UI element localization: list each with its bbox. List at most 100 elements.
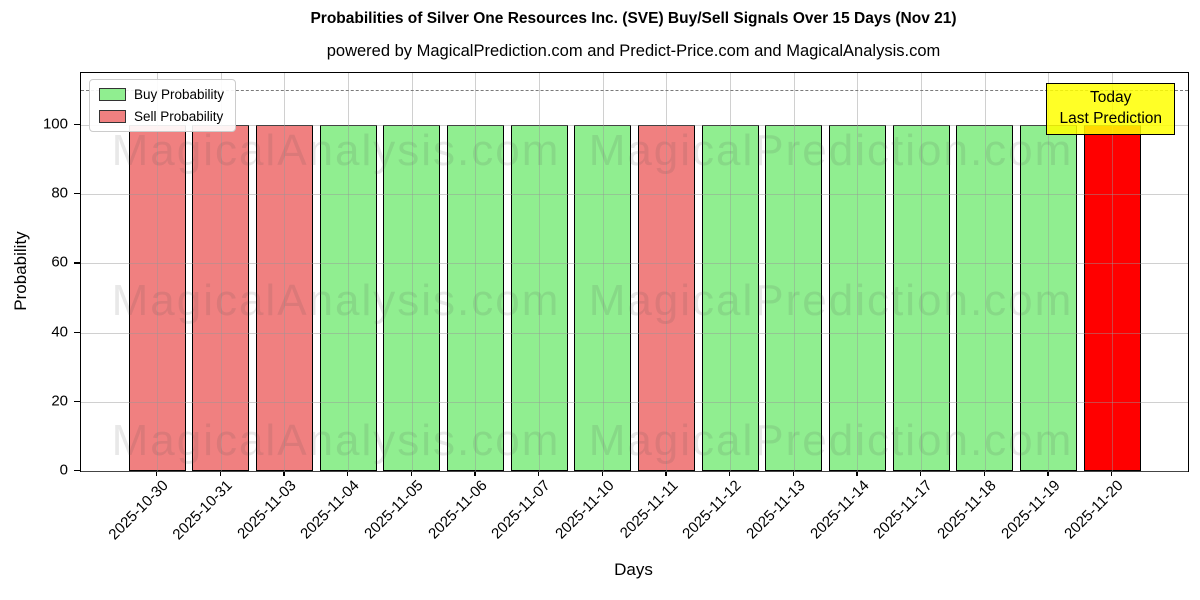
y-axis-label: Probability <box>11 231 30 311</box>
gridline-v <box>1048 73 1050 471</box>
x-tick-mark <box>920 471 922 476</box>
buy-swatch-icon <box>99 88 126 101</box>
bar <box>446 124 504 471</box>
gridline-h <box>81 332 1188 334</box>
x-tick-label: 2025-11-17 <box>870 477 937 543</box>
bar <box>892 124 950 471</box>
bar <box>765 124 823 471</box>
gridline-v <box>984 73 986 471</box>
bar <box>1019 124 1077 471</box>
x-tick-mark <box>983 471 985 476</box>
x-tick-label: 2025-11-05 <box>361 477 427 543</box>
gridline-v <box>539 73 540 471</box>
y-tick-label: 60 <box>51 253 68 271</box>
x-tick-mark <box>219 471 221 476</box>
x-tick-label: 2025-11-06 <box>424 477 491 543</box>
gridline-v <box>730 73 731 471</box>
x-tick-mark <box>347 471 349 476</box>
x-tick-mark <box>856 471 858 476</box>
y-tick-label: 20 <box>51 392 68 410</box>
bar <box>255 124 313 471</box>
x-tick-label: 2025-11-20 <box>1061 477 1128 543</box>
y-tick-mark <box>73 262 80 264</box>
gridline-v <box>157 73 158 471</box>
x-tick-mark <box>792 471 794 476</box>
x-tick-mark <box>1111 471 1113 476</box>
today-annotation-line2: Last Prediction <box>1059 109 1162 127</box>
gridline-h <box>81 471 1188 472</box>
watermark-layer: MagicalAnalysis.com MagicalPrediction.com… <box>81 73 1188 471</box>
y-tick-label: 40 <box>51 323 68 341</box>
bar <box>383 124 441 471</box>
watermark-text: MagicalAnalysis.com <box>111 276 561 325</box>
gridline-v <box>411 73 413 471</box>
x-tick-mark <box>283 471 285 476</box>
gridline-h <box>81 263 1188 265</box>
watermark-text: MagicalPrediction.com <box>588 416 1074 465</box>
x-tick-label: 2025-11-03 <box>233 477 300 543</box>
x-tick-mark <box>601 471 603 476</box>
x-tick-mark <box>410 471 412 476</box>
chart-subtitle: powered by MagicalPrediction.com and Pre… <box>326 42 941 60</box>
x-tick-label: 2025-11-10 <box>552 477 618 543</box>
bar <box>637 124 695 471</box>
watermark-text: MagicalPrediction.com <box>588 126 1074 175</box>
watermark-text: MagicalAnalysis.com <box>111 126 561 175</box>
x-tick-label: 2025-11-11 <box>616 477 682 542</box>
gridline-h <box>81 124 1188 126</box>
y-tick-label: 80 <box>51 184 68 202</box>
gridline-v <box>602 73 604 471</box>
today-annotation-line1: Today <box>1090 89 1132 106</box>
x-tick-label: 2025-10-31 <box>169 477 236 544</box>
gridline-h <box>81 194 1188 196</box>
gridline-v <box>857 73 859 471</box>
x-tick-mark <box>156 471 158 476</box>
watermark-text: MagicalAnalysis.com <box>111 416 561 465</box>
bars-layer <box>81 73 1188 471</box>
gridline-h <box>81 401 1188 403</box>
gridline-v <box>220 73 222 471</box>
grid-layer <box>81 73 1188 472</box>
bar <box>510 124 568 471</box>
y-tick-mark <box>73 331 80 333</box>
legend-item-sell: Sell Probability <box>99 109 224 124</box>
y-tick-mark <box>73 193 80 195</box>
x-tick-label: 2025-11-07 <box>488 477 555 543</box>
gridline-v <box>793 73 795 471</box>
sell-swatch-icon <box>99 110 126 123</box>
legend: Buy Probability Sell Probability <box>89 79 237 132</box>
x-tick-mark <box>665 471 667 476</box>
gridline-v <box>666 73 668 471</box>
bar <box>828 124 886 471</box>
bar <box>128 124 186 471</box>
x-tick-label: 2025-11-04 <box>297 477 364 543</box>
x-tick-mark <box>474 471 476 476</box>
watermark-text: MagicalPrediction.com <box>588 276 1074 325</box>
bar <box>574 124 632 471</box>
y-tick-mark <box>73 400 80 403</box>
bar <box>956 124 1014 471</box>
bar <box>319 124 377 471</box>
x-tick-mark <box>538 471 540 476</box>
y-tick-mark <box>73 470 80 472</box>
x-tick-label: 2025-11-12 <box>679 477 746 543</box>
x-axis-label: Days <box>614 560 653 579</box>
legend-label-buy: Buy Probability <box>134 87 225 102</box>
x-tick-label: 2025-11-18 <box>934 477 1000 543</box>
gridline-v <box>284 73 286 471</box>
y-tick-mark <box>73 123 80 126</box>
legend-item-buy: Buy Probability <box>99 87 224 102</box>
x-tick-label: 2025-10-30 <box>105 477 173 544</box>
threshold-line <box>81 90 1188 92</box>
gridline-v <box>1112 73 1113 471</box>
bar <box>192 124 250 471</box>
legend-label-sell: Sell Probability <box>134 109 224 124</box>
y-tick-label: 0 <box>59 461 68 479</box>
x-tick-label: 2025-11-19 <box>997 477 1064 543</box>
x-tick-label: 2025-11-13 <box>743 477 809 543</box>
plot-area: MagicalAnalysis.com MagicalPrediction.com… <box>80 72 1189 472</box>
gridline-v <box>348 73 349 471</box>
x-tick-label: 2025-11-14 <box>806 477 873 543</box>
chart-title: Probabilities of Silver One Resources In… <box>310 10 957 27</box>
